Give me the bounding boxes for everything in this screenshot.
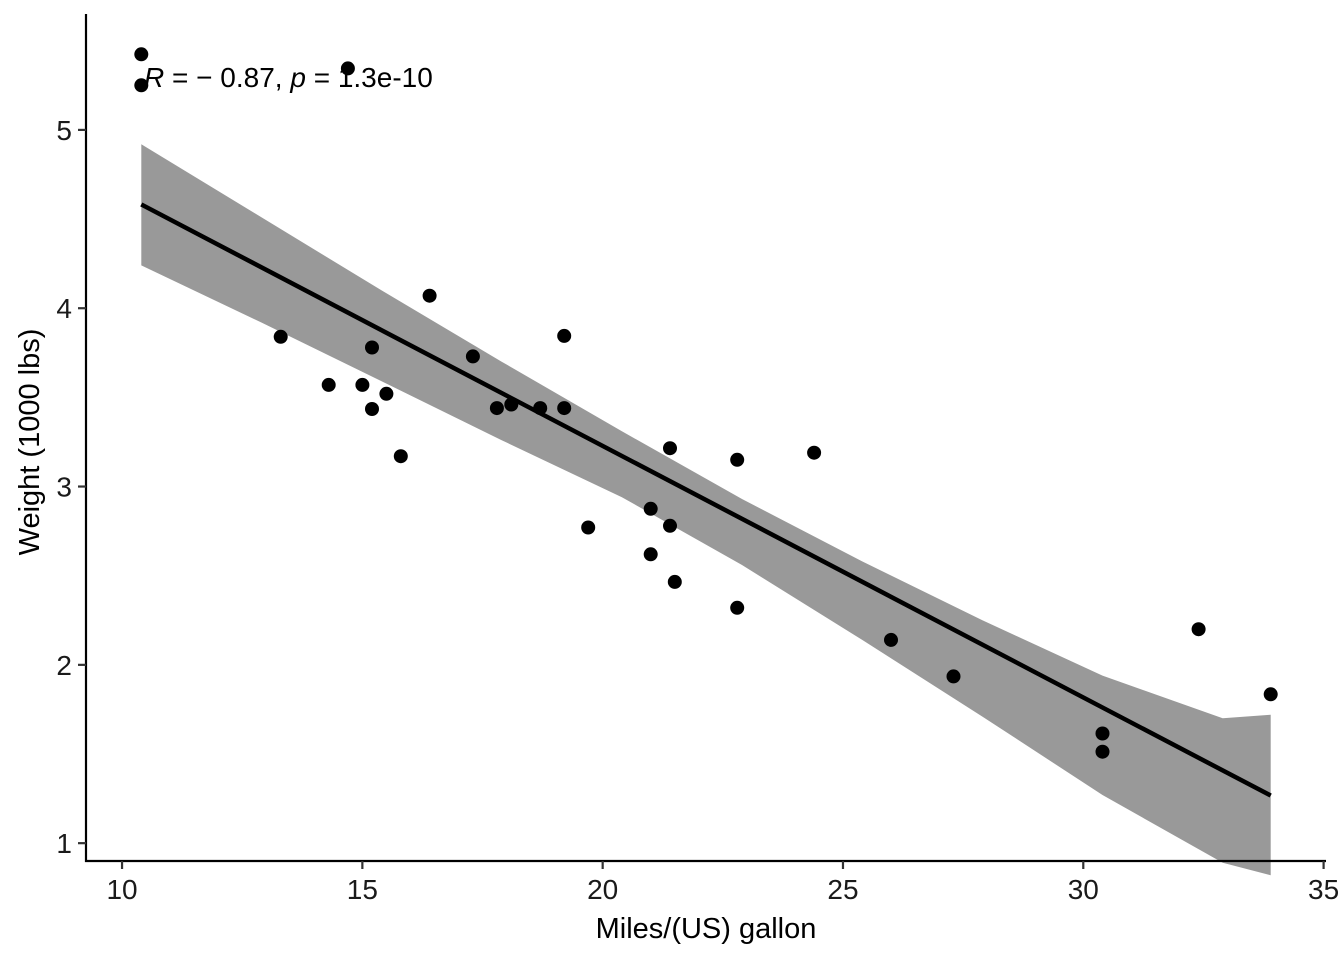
y-tick-label: 2 bbox=[56, 650, 72, 681]
correlation-annotation: R = − 0.87, p = 1.3e-10 bbox=[144, 62, 433, 93]
y-tick-label: 4 bbox=[56, 293, 72, 324]
annotation-r-value: = − 0.87, bbox=[164, 62, 290, 93]
x-axis-title: Miles/(US) gallon bbox=[596, 913, 817, 945]
data-point bbox=[884, 632, 898, 647]
data-point bbox=[355, 377, 370, 392]
data-point bbox=[393, 449, 408, 464]
data-point bbox=[557, 328, 572, 343]
x-tick-label: 20 bbox=[587, 874, 618, 905]
data-point bbox=[557, 401, 572, 416]
data-point bbox=[321, 377, 336, 392]
data-point bbox=[1263, 687, 1278, 702]
points-layer bbox=[134, 47, 1278, 759]
y-axis-title: Weight (1000 lbs) bbox=[14, 329, 46, 556]
annotation-r-symbol: R bbox=[144, 62, 164, 93]
y-tick-label: 5 bbox=[56, 115, 72, 146]
data-point bbox=[643, 547, 658, 562]
x-tick-label: 35 bbox=[1308, 874, 1339, 905]
data-point bbox=[134, 78, 149, 93]
data-point bbox=[365, 402, 379, 416]
data-point bbox=[134, 47, 149, 62]
data-point bbox=[273, 329, 288, 344]
data-point bbox=[1095, 726, 1110, 741]
y-tick-label: 1 bbox=[56, 828, 72, 859]
data-point bbox=[581, 520, 596, 535]
regression-line bbox=[140, 202, 1272, 798]
data-point bbox=[667, 574, 682, 589]
data-point bbox=[730, 600, 745, 615]
data-point bbox=[340, 61, 355, 76]
x-tick-label: 25 bbox=[827, 874, 858, 905]
data-point bbox=[946, 669, 961, 684]
x-tick-label: 30 bbox=[1068, 874, 1099, 905]
data-point bbox=[504, 397, 519, 412]
axes-layer: 10 15 20 25 30 35 1 2 3 4 5 bbox=[56, 14, 1339, 905]
data-point bbox=[365, 340, 379, 355]
data-point bbox=[643, 501, 658, 516]
data-point bbox=[422, 288, 437, 303]
confidence-band-layer bbox=[141, 144, 1271, 876]
data-point bbox=[489, 401, 504, 416]
annotation-p-symbol: p bbox=[289, 62, 306, 93]
data-point bbox=[663, 518, 677, 533]
confidence-band bbox=[141, 144, 1271, 876]
data-point bbox=[465, 349, 480, 364]
data-point bbox=[1095, 744, 1110, 759]
y-tick-label: 3 bbox=[56, 472, 72, 503]
data-point bbox=[663, 441, 677, 456]
data-point bbox=[730, 452, 745, 467]
data-point bbox=[1191, 622, 1206, 637]
annotation-p-value: = 1.3e-10 bbox=[306, 62, 433, 93]
x-tick-label: 10 bbox=[106, 874, 137, 905]
fit-line-layer bbox=[140, 202, 1272, 798]
data-point bbox=[807, 445, 822, 460]
x-tick-label: 15 bbox=[347, 874, 378, 905]
data-point bbox=[379, 386, 394, 401]
data-point bbox=[533, 401, 548, 416]
